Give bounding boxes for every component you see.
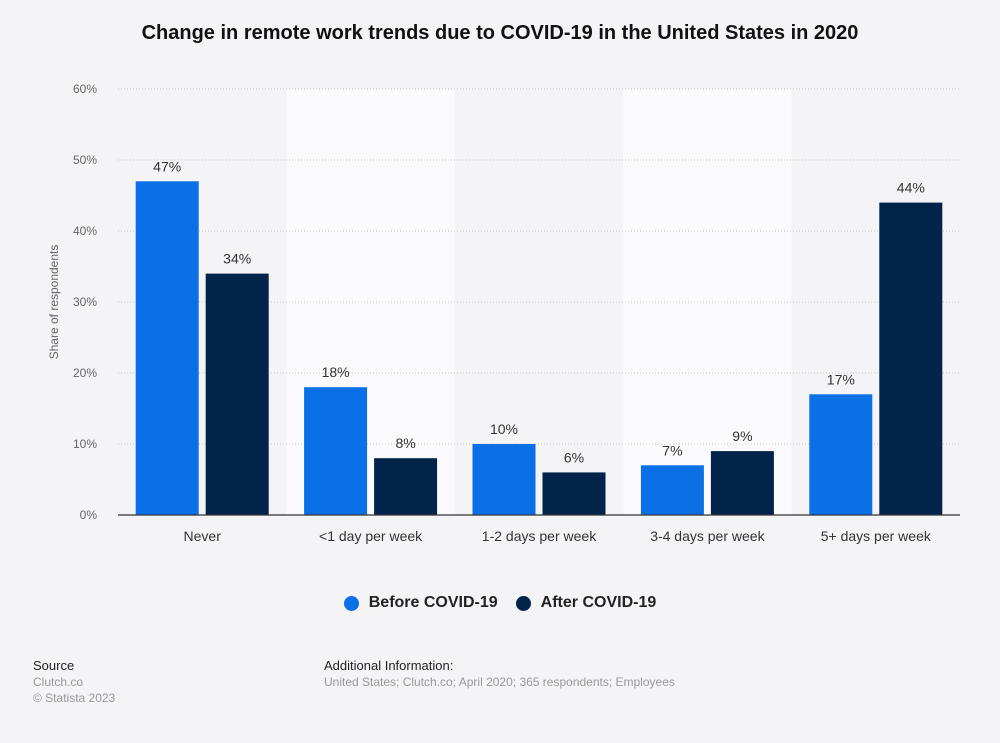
legend-item-after[interactable]: After COVID-19 — [515, 594, 657, 612]
info-text: United States; Clutch.co; April 2020; 36… — [324, 675, 675, 689]
bar-chart: 0% 10% 20% 30% 40% 50% 60% Share of respondents… — [47, 82, 960, 544]
x-tick-label: Never — [184, 528, 222, 544]
legend-swatch-before — [343, 595, 359, 611]
chart-title: Change in remote work trends due to COVI… — [141, 22, 859, 44]
legend-swatch-after — [515, 595, 531, 611]
y-tick-label: 40% — [73, 224, 97, 238]
y-tick-label: 10% — [73, 437, 97, 451]
bar — [809, 394, 873, 515]
y-axis-label: Share of respondents — [47, 245, 61, 360]
legend: Before COVID-19 After COVID-19 — [0, 594, 1000, 612]
legend-label: Before COVID-19 — [368, 594, 498, 611]
source-block: Source Clutch.co © Statista 2023 — [33, 658, 115, 706]
bar — [710, 451, 774, 515]
y-tick-label: 20% — [73, 366, 97, 380]
legend-label: After COVID-19 — [540, 594, 657, 611]
data-label: 18% — [322, 364, 350, 380]
data-label: 47% — [153, 158, 181, 174]
bar — [304, 387, 368, 515]
bar — [135, 181, 199, 516]
copyright: © Statista 2023 — [33, 691, 116, 705]
x-tick-label: 1-2 days per week — [482, 528, 597, 544]
info-heading: Additional Information: — [324, 658, 454, 673]
data-label: 8% — [395, 435, 415, 451]
data-label: 7% — [662, 442, 682, 458]
bar — [542, 472, 606, 515]
data-label: 44% — [897, 180, 925, 196]
x-tick-label: 5+ days per week — [821, 528, 932, 544]
x-tick-label: <1 day per week — [319, 528, 423, 544]
data-label: 6% — [564, 449, 584, 465]
bar — [879, 202, 943, 515]
source-heading: Source — [33, 658, 75, 673]
x-tick-label: 3-4 days per week — [650, 528, 765, 544]
data-label: 34% — [223, 251, 251, 267]
additional-info-block: Additional Information: United States; C… — [324, 658, 675, 690]
data-label: 17% — [827, 371, 855, 387]
data-label: 9% — [732, 428, 752, 444]
y-tick-label: 60% — [73, 82, 97, 96]
source-link[interactable]: Clutch.co — [33, 675, 84, 689]
bar — [472, 444, 536, 515]
y-tick-label: 0% — [80, 508, 98, 522]
y-tick-label: 30% — [73, 295, 97, 309]
bar — [205, 273, 269, 515]
data-label: 10% — [490, 421, 518, 437]
bar — [374, 458, 438, 515]
bar — [640, 465, 704, 515]
legend-item-before[interactable]: Before COVID-19 — [343, 594, 498, 612]
y-tick-label: 50% — [73, 153, 97, 167]
